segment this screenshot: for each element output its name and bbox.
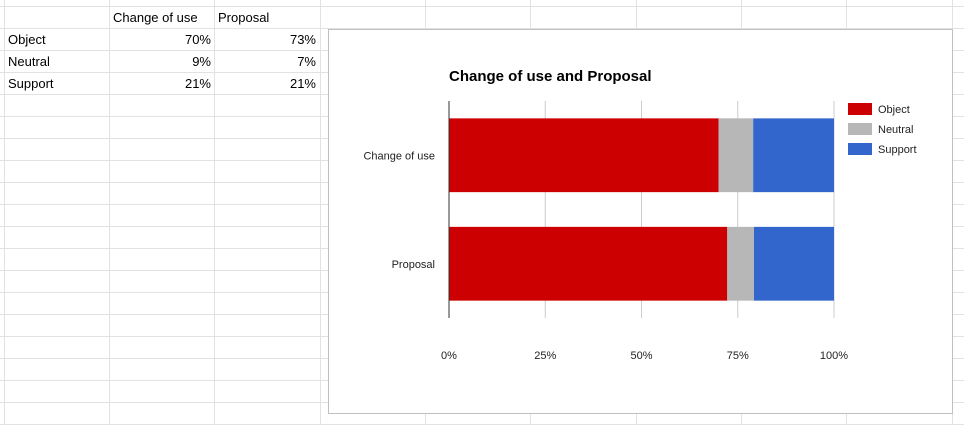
cell-row-label-support[interactable]: Support bbox=[8, 76, 54, 91]
cell-row-label-neutral[interactable]: Neutral bbox=[8, 54, 50, 69]
legend-swatch bbox=[848, 123, 872, 135]
cell-header-proposal[interactable]: Proposal bbox=[218, 10, 270, 25]
chart-title: Change of use and Proposal bbox=[449, 68, 652, 85]
x-tick-label: 100% bbox=[820, 350, 848, 362]
chart-container[interactable]: Change of use and Proposal Change of use… bbox=[328, 29, 953, 414]
cell-header-change-of-use[interactable]: Change of use bbox=[113, 10, 198, 25]
x-tick-label: 25% bbox=[534, 350, 556, 362]
x-tick-label: 75% bbox=[727, 350, 749, 362]
bar-neutral-proposal[interactable] bbox=[727, 226, 754, 301]
y-category-label: Change of use bbox=[363, 150, 435, 162]
stacked-bar-chart: Change of use and Proposal Change of use… bbox=[363, 68, 917, 362]
bar-support-change-of-use[interactable] bbox=[753, 118, 834, 193]
legend-label: Support bbox=[878, 144, 917, 156]
legend-label: Object bbox=[878, 104, 910, 116]
legend-swatch bbox=[848, 103, 872, 115]
cell-proposal-neutral[interactable]: 7% bbox=[297, 54, 316, 69]
legend-swatch bbox=[848, 143, 872, 155]
cell-proposal-object[interactable]: 73% bbox=[289, 32, 316, 47]
y-category-label: Proposal bbox=[392, 259, 435, 271]
bar-support-proposal[interactable] bbox=[753, 226, 834, 301]
cell-change-of-use-neutral[interactable]: 9% bbox=[192, 54, 211, 69]
cell-proposal-support[interactable]: 21% bbox=[289, 76, 316, 91]
cell-row-label-object[interactable]: Object bbox=[8, 32, 46, 47]
bar-object-proposal[interactable] bbox=[449, 226, 728, 301]
x-tick-label: 50% bbox=[630, 350, 652, 362]
cell-change-of-use-support[interactable]: 21% bbox=[184, 76, 211, 91]
bar-object-change-of-use[interactable] bbox=[449, 118, 719, 193]
cell-change-of-use-object[interactable]: 70% bbox=[184, 32, 211, 47]
bar-neutral-change-of-use[interactable] bbox=[718, 118, 754, 193]
x-tick-label: 0% bbox=[441, 350, 457, 362]
legend-label: Neutral bbox=[878, 124, 913, 136]
